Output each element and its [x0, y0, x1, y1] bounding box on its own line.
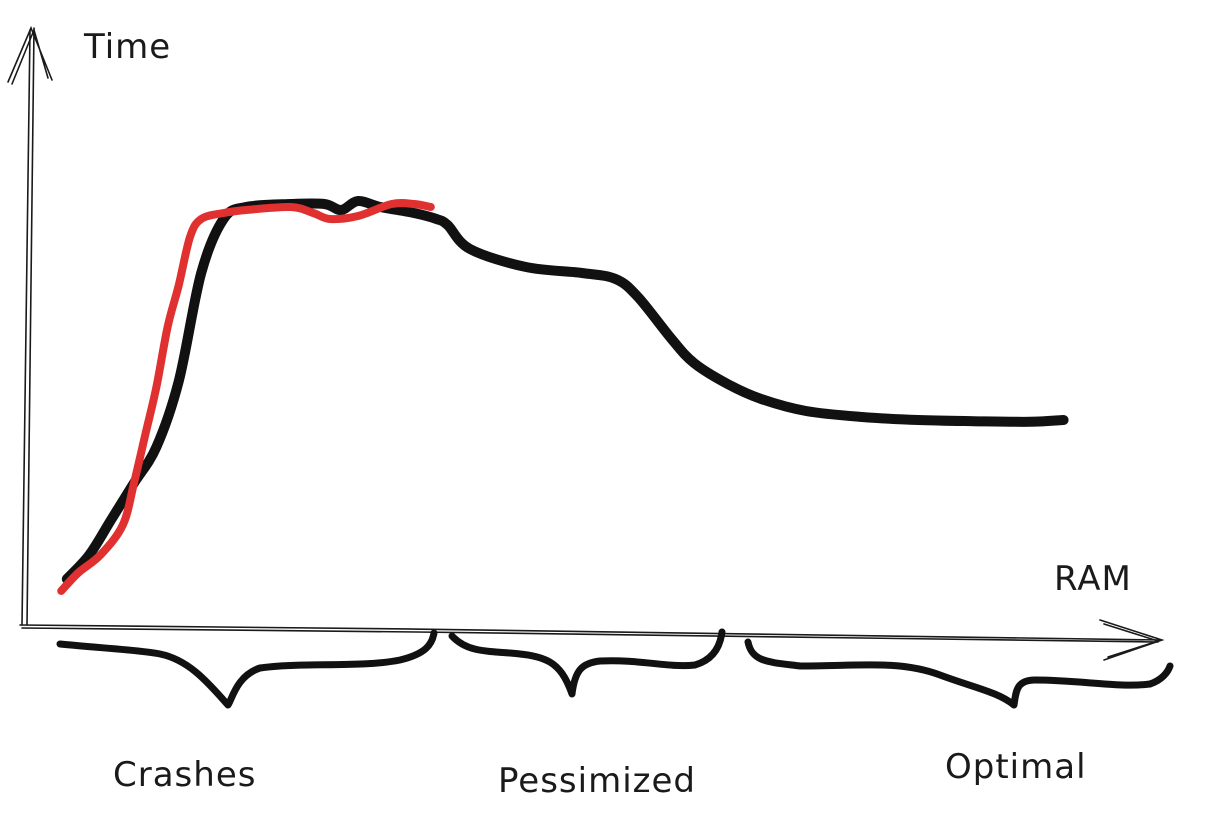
x-axis-arrowhead — [1099, 619, 1165, 661]
y-axis — [21, 27, 35, 626]
y-axis-label: Time — [83, 27, 171, 67]
x-axis-label: RAM — [1054, 559, 1132, 599]
series-line-black — [61, 195, 1069, 584]
series-line-red — [57, 198, 435, 595]
brace-crashes — [56, 629, 438, 709]
y-axis-arrowhead — [7, 25, 53, 85]
brace-optimal — [744, 638, 1174, 709]
x-axis — [19, 624, 1161, 643]
brace-pessimized — [448, 628, 726, 698]
region-label-pessimized: Pessimized — [498, 761, 696, 801]
region-label-crashes: Crashes — [113, 755, 256, 795]
region-label-optimal: Optimal — [945, 747, 1087, 787]
